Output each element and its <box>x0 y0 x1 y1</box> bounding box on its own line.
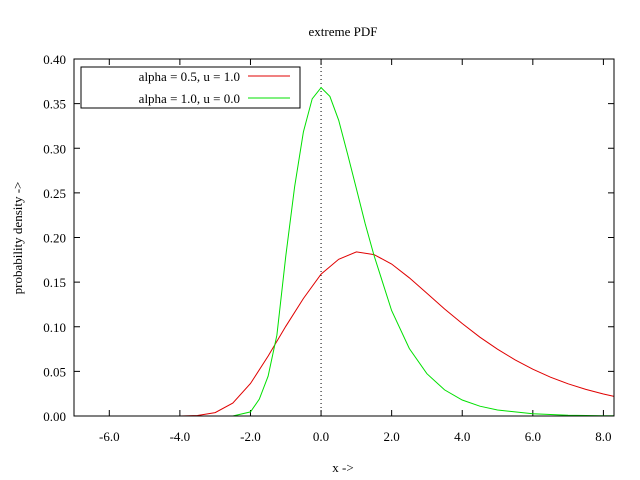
y-axis-label: probability density -> <box>10 182 25 295</box>
y-tick-label: 0.10 <box>43 320 66 335</box>
legend-label: alpha = 0.5, u = 1.0 <box>139 69 240 84</box>
x-tick-label: -2.0 <box>240 429 261 444</box>
legend: alpha = 0.5, u = 1.0 alpha = 1.0, u = 0.0 <box>80 66 301 109</box>
y-tick-label: 0.20 <box>43 231 66 246</box>
y-tick-label: 0.40 <box>43 52 66 67</box>
plot-series <box>74 86 615 417</box>
y-tick-label: 0.00 <box>43 409 66 424</box>
y-tick-label: 0.30 <box>43 141 66 156</box>
series-line-1 <box>74 251 615 417</box>
x-axis-label: x -> <box>332 460 353 475</box>
x-tick-label: 4.0 <box>454 429 470 444</box>
plot-frame <box>73 58 615 417</box>
series-line-2 <box>74 86 615 417</box>
x-tick-label: -6.0 <box>99 429 120 444</box>
legend-box <box>80 66 301 109</box>
x-tick-label: 8.0 <box>595 429 611 444</box>
x-tick-label: 0.0 <box>313 429 329 444</box>
legend-items: alpha = 0.5, u = 1.0 alpha = 1.0, u = 0.0 <box>139 69 290 106</box>
x-tick-label: -4.0 <box>170 429 191 444</box>
x-tick-label: 2.0 <box>384 429 400 444</box>
y-tick-label: 0.05 <box>43 364 66 379</box>
legend-label: alpha = 1.0, u = 0.0 <box>139 91 240 106</box>
x-tick-label: 6.0 <box>525 429 541 444</box>
chart-title: extreme PDF <box>309 24 378 39</box>
y-tick-label: 0.35 <box>43 97 66 112</box>
axis-ticks: 0.00 0.05 0.10 0.15 0.20 0.25 0.30 0.35 0.40 -6.0… <box>43 52 614 444</box>
y-tick-label: 0.15 <box>43 275 66 290</box>
y-tick-label: 0.25 <box>43 186 66 201</box>
